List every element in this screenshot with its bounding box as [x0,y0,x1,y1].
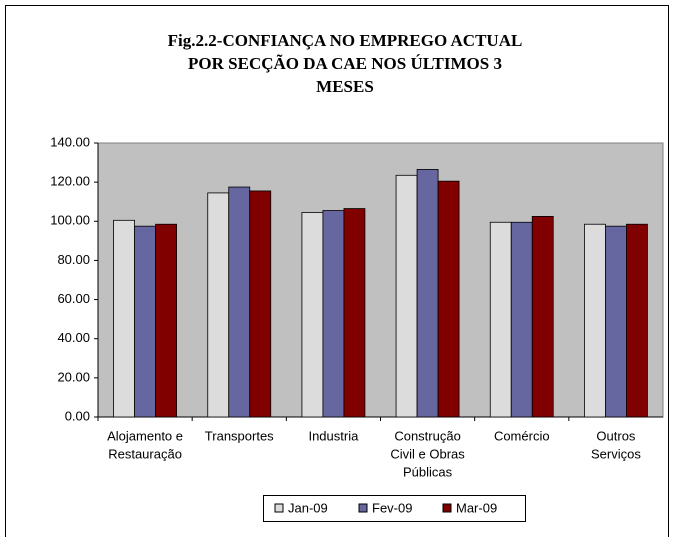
bar [301,212,324,418]
y-tick-label: 100.00 [50,213,90,228]
chart-title: Fig.2.2-CONFIANÇA NO EMPREGO ACTUAL [168,31,523,50]
bar [113,219,135,418]
bar [626,223,648,418]
y-tick-label: 140.00 [50,134,90,149]
bar [416,169,439,418]
x-tick-label: Construção [394,428,460,443]
x-tick-label: Transportes [205,428,274,443]
y-tick-label: 0.00 [65,408,90,423]
bar [343,208,366,418]
legend-swatch [358,503,368,513]
legend-swatch [274,503,284,513]
x-tick-label: Outros [596,428,636,443]
bar [207,192,230,418]
bar [249,190,272,418]
bar [605,225,627,418]
y-tick-label: 40.00 [57,330,90,345]
legend-label: Jan-09 [288,500,328,515]
bar [531,215,554,418]
bar [134,225,156,418]
y-tick-label: 20.00 [57,369,90,384]
legend-box [263,495,526,522]
x-tick-label: Comércio [494,428,550,443]
y-tick-label: 120.00 [50,174,90,189]
bar [322,210,345,418]
x-tick-label: Alojamento e [107,428,183,443]
y-tick-label: 60.00 [57,291,90,306]
bar [510,221,533,418]
x-tick-label: Públicas [403,464,453,479]
legend-label: Fev-09 [372,500,412,515]
bar [395,174,418,418]
plot-area [97,142,664,418]
x-tick-label: Industria [308,428,359,443]
bar [437,180,460,418]
chart-title: MESES [316,77,374,96]
bar [584,223,606,418]
y-tick-label: 80.00 [57,252,90,267]
bar [489,221,512,418]
legend-label: Mar-09 [456,500,497,515]
chart-title: POR SECÇÃO DA CAE NOS ÚLTIMOS 3 [188,54,502,73]
x-tick-label: Serviços [591,446,641,461]
legend-swatch [442,503,452,513]
bar [228,186,251,418]
bar [155,223,177,418]
x-tick-label: Restauração [108,446,182,461]
x-tick-label: Civil e Obras [390,446,465,461]
